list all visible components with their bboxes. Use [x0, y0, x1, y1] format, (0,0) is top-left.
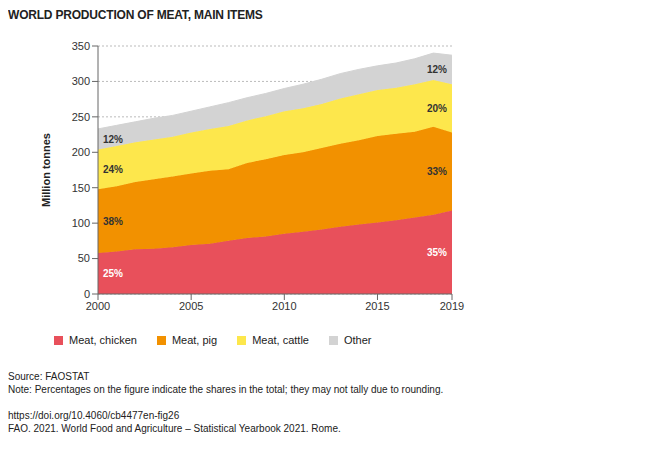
svg-text:250: 250: [72, 111, 90, 123]
html-text:FAO. 2021. World Food and Agri: FAO. 2021. World Food and Agriculture – …: [8, 423, 341, 434]
html-text:https://doi.org/10.4060/cb4477: https://doi.org/10.4060/cb4477en-fig26: [8, 410, 180, 421]
html-text:Meat, pig: Meat, pig: [171, 334, 218, 346]
svg-text:200: 200: [72, 146, 90, 158]
svg-text:150: 150: [72, 182, 90, 194]
html-text:Source: FAOSTAT: Source: FAOSTAT: [8, 371, 90, 382]
html-text:Meat, chicken: Meat, chicken: [69, 334, 137, 346]
svg-text:Million tonnes: Million tonnes: [40, 133, 52, 207]
html-text:WORLD PRODUCTION OF MEAT, MAIN: WORLD PRODUCTION OF MEAT, MAIN ITEMS: [8, 8, 263, 22]
html-text:Note: Percentages on the figur: Note: Percentages on the figure indicate…: [8, 384, 444, 395]
html-text:Other: Other: [344, 334, 372, 346]
svg-text:350: 350: [72, 40, 90, 52]
svg-text:100: 100: [72, 217, 90, 229]
svg-text:2019: 2019: [440, 300, 464, 312]
svg-text:25%: 25%: [103, 268, 123, 279]
svg-text:0: 0: [84, 288, 90, 300]
svg-text:24%: 24%: [103, 164, 123, 175]
svg-text:50: 50: [78, 252, 90, 264]
svg-text:33%: 33%: [427, 166, 447, 177]
html-text:Meat, cattle: Meat, cattle: [252, 334, 309, 346]
svg-text:2015: 2015: [365, 300, 389, 312]
svg-text:12%: 12%: [427, 64, 447, 75]
svg-text:20%: 20%: [427, 103, 447, 114]
svg-text:300: 300: [72, 75, 90, 87]
svg-text:2000: 2000: [86, 300, 110, 312]
svg-text:35%: 35%: [427, 247, 447, 258]
svg-text:38%: 38%: [103, 216, 123, 227]
svg-text:2005: 2005: [179, 300, 203, 312]
svg-text:12%: 12%: [103, 134, 123, 145]
svg-text:2010: 2010: [272, 300, 296, 312]
